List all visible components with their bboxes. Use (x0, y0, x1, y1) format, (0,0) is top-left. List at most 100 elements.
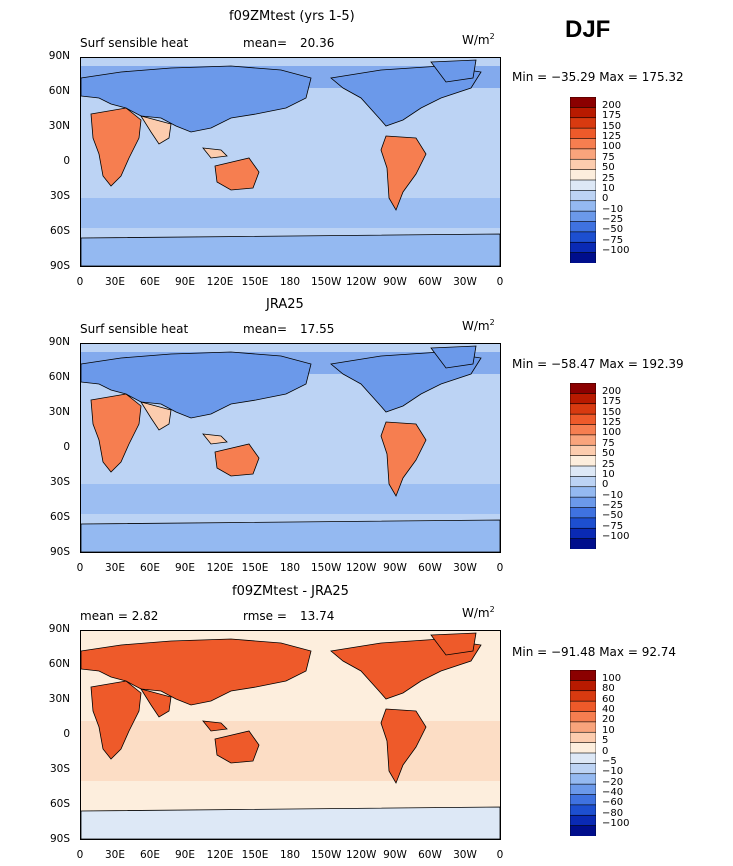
land-mass (90, 107, 142, 187)
colorbar-level-label: −5 (602, 755, 617, 767)
colorbar-level-label: −50 (602, 510, 624, 522)
land-mass (81, 638, 312, 706)
colorbar-level-label: −80 (602, 807, 624, 819)
colorbar-level-label: −75 (602, 234, 624, 246)
lon-tick-label: 180 (279, 849, 301, 861)
colorbar-swatch (570, 465, 596, 477)
lat-tick-label: 60N (48, 658, 70, 670)
lon-tick-label: 90W (383, 849, 407, 861)
land-mass (81, 806, 500, 839)
colorbar-level-label: 10 (602, 468, 615, 480)
colorbar-swatch (570, 200, 596, 212)
colorbar-level-label: −10 (602, 489, 624, 501)
lon-tick-label: 120W (346, 276, 377, 288)
colorbar-level-label: 0 (602, 193, 609, 205)
colorbar-level-label: −100 (602, 245, 630, 257)
land-mass (214, 443, 260, 477)
colorbar-swatch (570, 721, 596, 733)
colorbar-swatch (570, 814, 596, 827)
colorbar-level-label: 50 (602, 162, 615, 174)
lon-tick-label: 60E (140, 849, 160, 861)
colorbar-level-label: −40 (602, 787, 624, 799)
colorbar-swatch (570, 507, 596, 519)
lon-tick-label: 150W (311, 849, 342, 861)
lon-tick-label: 120E (206, 276, 234, 288)
colorbar-swatch (570, 179, 596, 191)
colorbar-level-label: −10 (602, 766, 624, 778)
colorbar-swatch (570, 731, 596, 744)
lon-tick-label: 180 (279, 562, 301, 574)
lon-tick-label: 30W (453, 849, 477, 861)
colorbar-swatch (570, 158, 596, 171)
colorbar-model (570, 97, 596, 263)
lat-tick-label: 90S (49, 260, 70, 272)
land-mass (380, 708, 427, 784)
lon-tick-label: 0 (76, 849, 84, 861)
lon-tick-label: 90E (175, 276, 195, 288)
colorbar-level-label: 200 (602, 386, 622, 397)
colorbar-level-label: 10 (602, 724, 615, 736)
lat-tick-label: 90S (49, 833, 70, 845)
land-mass (214, 157, 260, 191)
colorbar-level-label: 200 (602, 100, 622, 111)
colorbar-level-label: 175 (602, 396, 622, 408)
colorbar-level-label: 125 (602, 417, 622, 429)
southern-ocean-band (81, 198, 500, 228)
colorbar-level-label: 75 (602, 151, 615, 163)
colorbar-level-label: 100 (602, 673, 622, 684)
colorbar-swatch (570, 444, 596, 457)
map-field-obs (81, 344, 500, 552)
lon-tick-label: 60W (418, 562, 442, 574)
land-mass (140, 115, 172, 145)
colorbar-swatch (570, 252, 596, 263)
lon-tick-label: 30E (105, 562, 125, 574)
colorbar-swatch (570, 742, 596, 754)
lon-tick-label: 150W (311, 562, 342, 574)
lon-tick-label: 0 (496, 562, 504, 574)
lat-tick-label: 90N (48, 336, 70, 348)
colorbar-level-label: 40 (602, 704, 615, 716)
colorbar-swatch (570, 527, 596, 540)
colorbar-level-label: −50 (602, 224, 624, 236)
colorbar-swatch (570, 424, 596, 436)
colorbar-swatch (570, 825, 596, 836)
colorbar-swatch (570, 690, 596, 702)
colorbar-level-label: 125 (602, 131, 622, 143)
minmax-text: Min = −35.29 Max = 175.32 (512, 70, 684, 84)
colorbar-obs (570, 383, 596, 549)
colorbar-swatch (570, 794, 596, 806)
colorbar-swatch (570, 476, 596, 488)
land-mass (380, 421, 427, 497)
panel-title: f09ZMtest (yrs 1-5) (229, 9, 355, 24)
lat-tick-label: 90S (49, 546, 70, 558)
land-mass (430, 345, 477, 369)
lon-tick-label: 30W (453, 276, 477, 288)
colorbar-swatch (570, 670, 596, 681)
minmax-text: Min = −58.47 Max = 192.39 (512, 357, 684, 371)
colorbar-swatches (570, 383, 596, 549)
lon-tick-label: 150E (241, 849, 269, 861)
land-mass (140, 688, 172, 718)
colorbar-swatch (570, 455, 596, 467)
land-mass (430, 632, 477, 656)
colorbar-swatch (570, 413, 596, 426)
colorbar-swatch (570, 97, 596, 108)
panel-center-label: mean= (243, 322, 288, 336)
colorbar-swatch (570, 763, 596, 775)
colorbar-swatch (570, 783, 596, 796)
lat-tick-label: 60S (49, 798, 70, 810)
colorbar-level-label: 100 (602, 427, 622, 439)
colorbar-swatch (570, 148, 596, 160)
map-diff (80, 630, 501, 840)
colorbar-level-label: 0 (602, 745, 609, 757)
colorbar-level-label: −60 (602, 797, 624, 809)
land-mass (81, 233, 500, 266)
colorbar-level-label: −100 (602, 531, 630, 543)
panel-left-text: Surf sensible heat (80, 322, 189, 336)
panel-left-text: Surf sensible heat (80, 36, 189, 50)
lat-tick-label: 60S (49, 511, 70, 523)
lon-tick-label: 60E (140, 562, 160, 574)
colorbar-swatch (570, 434, 596, 446)
lat-tick-label: 30S (49, 763, 70, 775)
colorbar-level-label: 175 (602, 110, 622, 122)
